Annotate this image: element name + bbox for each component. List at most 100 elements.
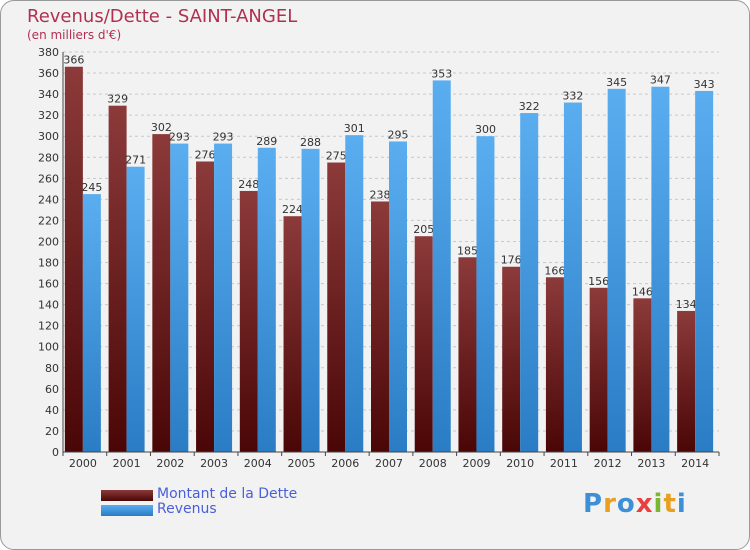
data-label-dette: 302 xyxy=(151,121,172,134)
legend-label-revenus: Revenus xyxy=(157,501,217,517)
data-label-revenus: 301 xyxy=(344,122,365,135)
x-tick-label: 2007 xyxy=(375,457,403,470)
bar-dette xyxy=(239,190,258,452)
y-tick-label: 340 xyxy=(38,88,59,101)
x-tick-label: 2013 xyxy=(637,457,665,470)
bar-revenus xyxy=(170,143,189,452)
data-label-dette: 276 xyxy=(195,148,216,161)
chart-title: Revenus/Dette - SAINT-ANGEL xyxy=(27,6,298,27)
x-tick-label: 2003 xyxy=(200,457,228,470)
data-label-revenus: 343 xyxy=(694,78,715,91)
bar-revenus xyxy=(651,86,670,452)
x-tick-label: 2010 xyxy=(506,457,534,470)
data-label-revenus: 353 xyxy=(431,67,452,80)
data-label-revenus: 347 xyxy=(650,74,671,87)
data-label-dette: 275 xyxy=(326,150,347,163)
y-tick-label: 300 xyxy=(38,130,59,143)
y-tick-label: 200 xyxy=(38,235,59,248)
logo-letter: i xyxy=(676,489,687,519)
data-label-dette: 185 xyxy=(457,244,478,257)
data-label-dette: 176 xyxy=(501,254,522,267)
x-tick-label: 2005 xyxy=(288,457,316,470)
bar-dette xyxy=(677,310,696,452)
x-tick-label: 2002 xyxy=(156,457,184,470)
bar-dette xyxy=(108,105,127,453)
legend-label-dette: Montant de la Dette xyxy=(157,486,298,502)
data-label-revenus: 345 xyxy=(606,76,627,89)
bar-revenus xyxy=(476,136,495,453)
bar-dette xyxy=(152,134,171,452)
data-label-dette: 205 xyxy=(413,223,434,236)
data-label-revenus: 245 xyxy=(81,181,102,194)
logo-letter: o xyxy=(616,489,636,519)
data-label-revenus: 271 xyxy=(125,154,146,167)
y-tick-label: 320 xyxy=(38,109,59,122)
data-label-revenus: 295 xyxy=(388,128,409,141)
data-label-dette: 146 xyxy=(632,285,653,298)
y-tick-label: 240 xyxy=(38,193,59,206)
logo-letter: P xyxy=(583,489,604,519)
data-label-dette: 224 xyxy=(282,203,303,216)
bar-dette xyxy=(371,201,389,452)
data-label-dette: 156 xyxy=(588,275,609,288)
legend-swatch-revenus xyxy=(101,505,153,516)
bar-dette xyxy=(283,216,302,452)
bar-revenus xyxy=(389,141,407,452)
bar-revenus xyxy=(607,88,626,452)
y-tick-label: 140 xyxy=(38,299,59,312)
data-label-dette: 329 xyxy=(107,93,128,106)
data-label-dette: 166 xyxy=(544,264,565,277)
y-tick-label: 260 xyxy=(38,172,59,185)
bar-revenus xyxy=(695,90,714,453)
x-tick-label: 2006 xyxy=(331,457,359,470)
y-tick-label: 220 xyxy=(38,214,59,227)
logo-letter: x xyxy=(635,489,654,519)
bar-dette xyxy=(64,66,83,452)
y-tick-label: 0 xyxy=(52,446,59,459)
y-tick-label: 180 xyxy=(38,257,59,270)
y-tick-label: 100 xyxy=(38,341,59,354)
bar-revenus xyxy=(214,143,233,452)
legend-swatch-dette xyxy=(101,490,153,501)
chart-subtitle: (en milliers d'€) xyxy=(27,28,122,42)
data-label-dette: 248 xyxy=(238,178,259,191)
y-tick-label: 360 xyxy=(38,67,59,80)
logo-letter: r xyxy=(603,489,617,519)
bar-dette xyxy=(327,162,346,453)
x-tick-label: 2009 xyxy=(462,457,490,470)
bar-revenus xyxy=(126,166,145,452)
bar-dette xyxy=(589,287,608,452)
data-label-revenus: 289 xyxy=(256,135,277,148)
bar-revenus xyxy=(301,148,320,452)
bar-revenus xyxy=(257,147,276,452)
bar-dette xyxy=(633,298,652,452)
data-label-revenus: 300 xyxy=(475,123,496,136)
bar-dette xyxy=(414,236,433,452)
axis-layer: 0 20 40 60 80 100 120 140 160 180 200 220 240 260 280 3… xyxy=(38,46,720,470)
proxiti-logo: Proxiti xyxy=(583,489,687,519)
bar-dette xyxy=(458,257,477,452)
y-tick-label: 60 xyxy=(45,383,59,396)
data-label-dette: 238 xyxy=(370,188,391,201)
bar-revenus xyxy=(520,113,539,452)
bar-revenus xyxy=(563,102,582,453)
x-tick-label: 2014 xyxy=(681,457,709,470)
x-tick-label: 2004 xyxy=(244,457,272,470)
bars-layer: 3662453292713022932762932482892242882753… xyxy=(63,54,715,453)
bar-dette xyxy=(545,277,564,452)
data-label-dette: 134 xyxy=(676,298,697,311)
bar-revenus xyxy=(82,194,101,452)
bar-dette xyxy=(196,161,215,452)
y-tick-label: 120 xyxy=(38,320,59,333)
bar-revenus xyxy=(345,135,364,452)
logo-letter: t xyxy=(663,489,677,519)
bar-revenus xyxy=(432,80,451,452)
data-label-revenus: 322 xyxy=(519,100,540,113)
logo-letter: i xyxy=(653,489,664,519)
data-label-revenus: 293 xyxy=(169,131,190,144)
y-tick-label: 280 xyxy=(38,151,59,164)
y-tick-label: 20 xyxy=(45,425,59,438)
x-tick-label: 2008 xyxy=(419,457,447,470)
